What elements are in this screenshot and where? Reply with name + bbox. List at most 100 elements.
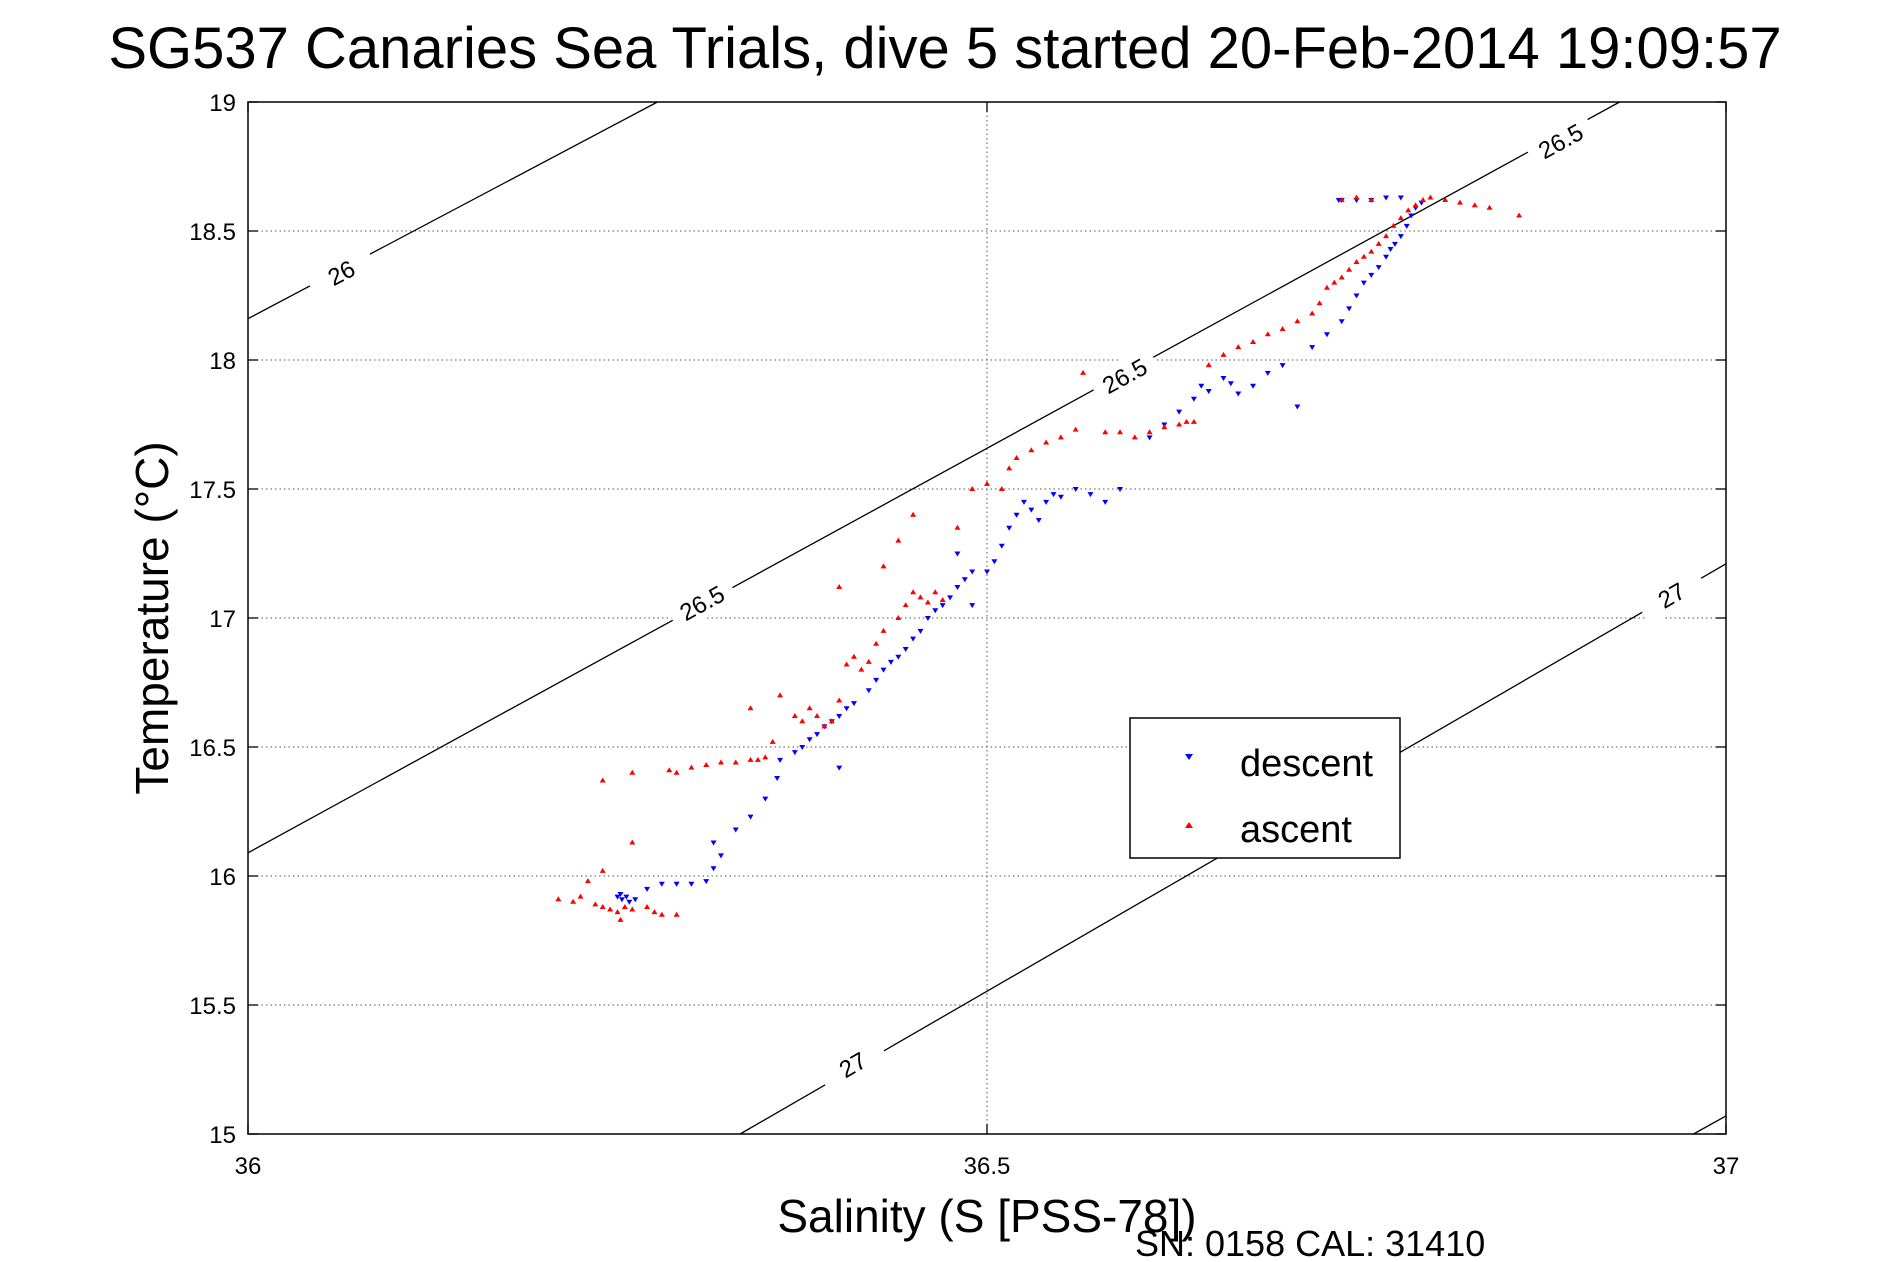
- data-point: [1198, 383, 1205, 389]
- data-point: [747, 756, 754, 762]
- data-point: [651, 909, 658, 915]
- data-point: [703, 762, 710, 768]
- data-point: [1131, 434, 1138, 440]
- data-point: [1279, 363, 1286, 369]
- data-points: [555, 194, 1523, 922]
- data-point: [1006, 525, 1013, 531]
- footer-serial-cal: SN: 0158 CAL: 31410: [1135, 1223, 1485, 1262]
- data-point: [998, 543, 1005, 549]
- isopycnal-line: [1693, 1115, 1727, 1135]
- data-point: [1250, 383, 1257, 389]
- legend-descent-marker: [1185, 754, 1193, 760]
- data-point: [1294, 404, 1301, 410]
- data-point: [1117, 487, 1124, 492]
- data-point: [592, 901, 599, 907]
- data-point: [1331, 279, 1338, 285]
- data-point: [1420, 197, 1427, 203]
- data-point: [629, 906, 636, 912]
- y-tick-label: 19: [209, 90, 236, 117]
- data-point: [1338, 274, 1345, 280]
- data-point: [673, 769, 680, 775]
- data-point: [799, 718, 806, 724]
- data-point: [1102, 429, 1109, 435]
- data-point: [1294, 318, 1301, 324]
- data-point: [902, 602, 909, 608]
- x-axis-label: Salinity (S [PSS-78]): [777, 1190, 1196, 1242]
- data-point: [717, 853, 724, 859]
- data-point: [910, 511, 917, 517]
- data-point: [1383, 233, 1390, 239]
- data-point: [873, 677, 880, 683]
- contour-label-mask: [1522, 110, 1598, 172]
- data-point: [1264, 331, 1271, 337]
- data-point: [873, 640, 880, 646]
- data-point: [1043, 499, 1050, 505]
- data-point: [658, 911, 665, 917]
- data-point: [1205, 362, 1212, 368]
- data-point: [939, 596, 946, 602]
- data-point: [1102, 499, 1109, 505]
- data-point: [843, 706, 850, 712]
- data-point: [865, 688, 872, 694]
- data-point: [1205, 388, 1212, 394]
- data-point: [1309, 345, 1316, 351]
- data-point: [821, 723, 828, 729]
- data-point: [1146, 429, 1153, 435]
- data-point: [1353, 293, 1360, 299]
- data-point: [1072, 487, 1079, 492]
- data-point: [895, 615, 902, 620]
- y-axis-label: Temperature (°C): [126, 441, 178, 794]
- data-point: [917, 594, 924, 600]
- y-tick-label: 16.5: [189, 735, 236, 762]
- data-point: [1397, 234, 1404, 240]
- data-point: [954, 585, 961, 591]
- y-tick-label: 16: [209, 864, 236, 891]
- contour-label-mask: [815, 1033, 890, 1096]
- data-point: [836, 714, 843, 720]
- data-point: [1220, 376, 1227, 382]
- data-point: [614, 909, 621, 915]
- data-point: [599, 903, 606, 909]
- data-point: [836, 584, 843, 590]
- data-point: [629, 839, 636, 845]
- data-point: [1190, 396, 1197, 402]
- data-point: [939, 603, 946, 609]
- data-point: [762, 796, 769, 802]
- data-point: [1190, 418, 1197, 424]
- data-point: [673, 881, 680, 887]
- data-point: [880, 563, 887, 569]
- data-point: [947, 595, 954, 601]
- data-point: [1146, 435, 1153, 441]
- data-point: [1368, 272, 1375, 278]
- data-point: [806, 705, 813, 711]
- data-point: [1035, 517, 1042, 523]
- data-point: [887, 659, 894, 665]
- data-point: [1486, 204, 1493, 210]
- data-point: [1028, 447, 1035, 453]
- data-point: [836, 697, 843, 703]
- data-point: [895, 654, 902, 660]
- data-point: [1220, 351, 1227, 357]
- x-tick-label: 36.5: [964, 1153, 1011, 1180]
- data-point: [1006, 465, 1013, 471]
- data-point: [1013, 512, 1020, 518]
- data-point: [791, 750, 798, 756]
- data-point: [910, 589, 917, 595]
- data-point: [1050, 492, 1057, 498]
- data-point: [843, 661, 850, 667]
- data-point: [774, 775, 781, 781]
- data-point: [895, 537, 902, 543]
- contour-label-mask: [303, 242, 379, 303]
- data-point: [1057, 494, 1064, 500]
- contour-label-mask: [1633, 563, 1709, 626]
- x-axis-ticks: 36 36.5 37: [235, 102, 1739, 1180]
- data-point: [1028, 507, 1035, 513]
- data-point: [969, 486, 976, 491]
- data-point: [1235, 391, 1242, 397]
- data-point: [1391, 241, 1398, 247]
- data-point: [621, 903, 628, 909]
- data-point: [932, 589, 939, 595]
- legend-ascent-marker: [1185, 822, 1193, 828]
